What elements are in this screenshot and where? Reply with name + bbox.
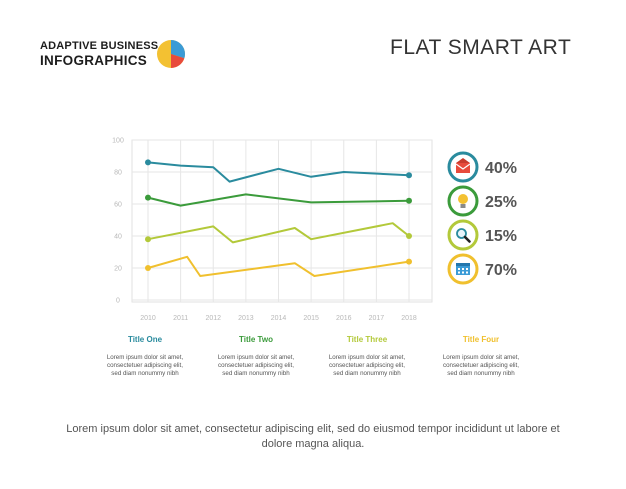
column-body-line: sed diam nonummy nibh — [447, 370, 515, 377]
legend-item-2 — [447, 185, 479, 217]
legend-item-4 — [447, 253, 479, 285]
column-body-line: consectetuer adipiscing elit, — [217, 362, 294, 369]
x-tick-label: 2012 — [205, 315, 221, 322]
column-body: Lorem ipsum dolor sit amet, consectetuer … — [317, 354, 417, 378]
column-body-line: sed diam nonummy nibh — [222, 370, 290, 377]
lightbulb-icon — [458, 194, 468, 208]
series-start-point — [145, 159, 151, 166]
series-end-point — [406, 258, 412, 265]
column-body-line: consectetuer adipiscing elit, — [106, 362, 183, 369]
column-body-line: Lorem ipsum dolor sit amet, — [106, 354, 184, 361]
mail-icon — [455, 158, 471, 173]
column-body: Lorem ipsum dolor sit amet, consectetuer … — [431, 354, 531, 378]
pie-logo-icon — [157, 40, 185, 68]
column-body-line: Lorem ipsum dolor sit amet, — [442, 354, 520, 361]
chart-lines — [145, 159, 412, 277]
line-chart: 0 20 40 60 80 100 2010 2011 2012 2013 2014 2015 2016… — [112, 138, 517, 323]
info-column-1: Title One Lorem ipsum dolor sit amet, cons… — [95, 335, 195, 378]
x-tick-label: 2014 — [271, 315, 287, 322]
column-body: Lorem ipsum dolor sit amet, consectetuer … — [206, 354, 306, 378]
column-body-line: sed diam nonummy nibh — [333, 370, 401, 377]
column-title: Title Four — [462, 335, 500, 344]
magnifier-icon — [456, 228, 471, 243]
legend-percentage: 15% — [485, 228, 517, 245]
column-body-line: consectetuer adipiscing elit, — [328, 362, 405, 369]
x-tick-label: 2018 — [401, 315, 417, 322]
legend-percentage: 70% — [485, 262, 517, 279]
series-end-point — [406, 233, 412, 239]
series-end-point — [406, 172, 412, 179]
column-title: Title One — [127, 335, 163, 344]
info-column-2: Title Two Lorem ipsum dolor sit amet, cons… — [206, 335, 306, 378]
y-tick-label: 100 — [112, 138, 124, 145]
series-line-1 — [147, 161, 410, 183]
x-tick-label: 2017 — [369, 315, 385, 322]
calendar-icon — [456, 263, 470, 275]
series-start-point — [145, 194, 151, 201]
y-tick-label: 20 — [114, 266, 122, 273]
series-end-point — [406, 197, 412, 204]
x-tick-label: 2016 — [336, 315, 352, 322]
column-body-line: sed diam nonummy nibh — [111, 370, 179, 377]
series-start-point — [145, 236, 151, 243]
legend-percentage: 25% — [485, 194, 517, 211]
y-tick-label: 80 — [114, 170, 122, 177]
info-column-3: Title Three Lorem ipsum dolor sit amet, co… — [317, 335, 417, 378]
footer-text: Lorem ipsum dolor sit amet, consectetur … — [66, 423, 560, 450]
column-body: Lorem ipsum dolor sit amet, consectetuer … — [95, 354, 195, 378]
x-tick-label: 2013 — [238, 315, 254, 322]
legend-item-3 — [447, 219, 479, 251]
series-line-4 — [147, 255, 410, 277]
legend-percentage: 40% — [485, 160, 517, 177]
column-body-line: consectetuer adipiscing elit, — [442, 362, 519, 369]
series-line-3 — [147, 222, 410, 244]
chart-legend: 40% 25% 15% 70% — [447, 151, 517, 285]
legend-item-1 — [447, 151, 479, 183]
x-tick-label: 2015 — [303, 315, 319, 322]
chart-ticks: 0 20 40 60 80 100 2010 2011 2012 2013 2014 2015 2016… — [112, 138, 417, 323]
brand-line-1: ADAPTIVE BUSINESS — [40, 40, 159, 52]
series-line-2 — [147, 193, 410, 207]
y-tick-label: 0 — [116, 298, 120, 305]
y-tick-label: 40 — [114, 234, 122, 241]
x-tick-label: 2010 — [140, 315, 156, 322]
column-title: Title Three — [346, 335, 388, 344]
column-body-line: Lorem ipsum dolor sit amet, — [328, 354, 406, 361]
slide-title: FLAT SMART ART — [390, 36, 572, 59]
x-tick-label: 2011 — [173, 315, 188, 322]
brand-logo-text: ADAPTIVE BUSINESS INFOGRAPHICS — [40, 40, 158, 69]
series-start-point — [145, 265, 151, 271]
brand-line-2: INFOGRAPHICS — [40, 53, 148, 68]
column-body-line: Lorem ipsum dolor sit amet, — [217, 354, 295, 361]
chart-grid — [131, 139, 433, 303]
column-title: Title Two — [239, 335, 273, 344]
info-column-4: Title Four Lorem ipsum dolor sit amet, con… — [431, 335, 531, 378]
y-tick-label: 60 — [114, 202, 122, 209]
